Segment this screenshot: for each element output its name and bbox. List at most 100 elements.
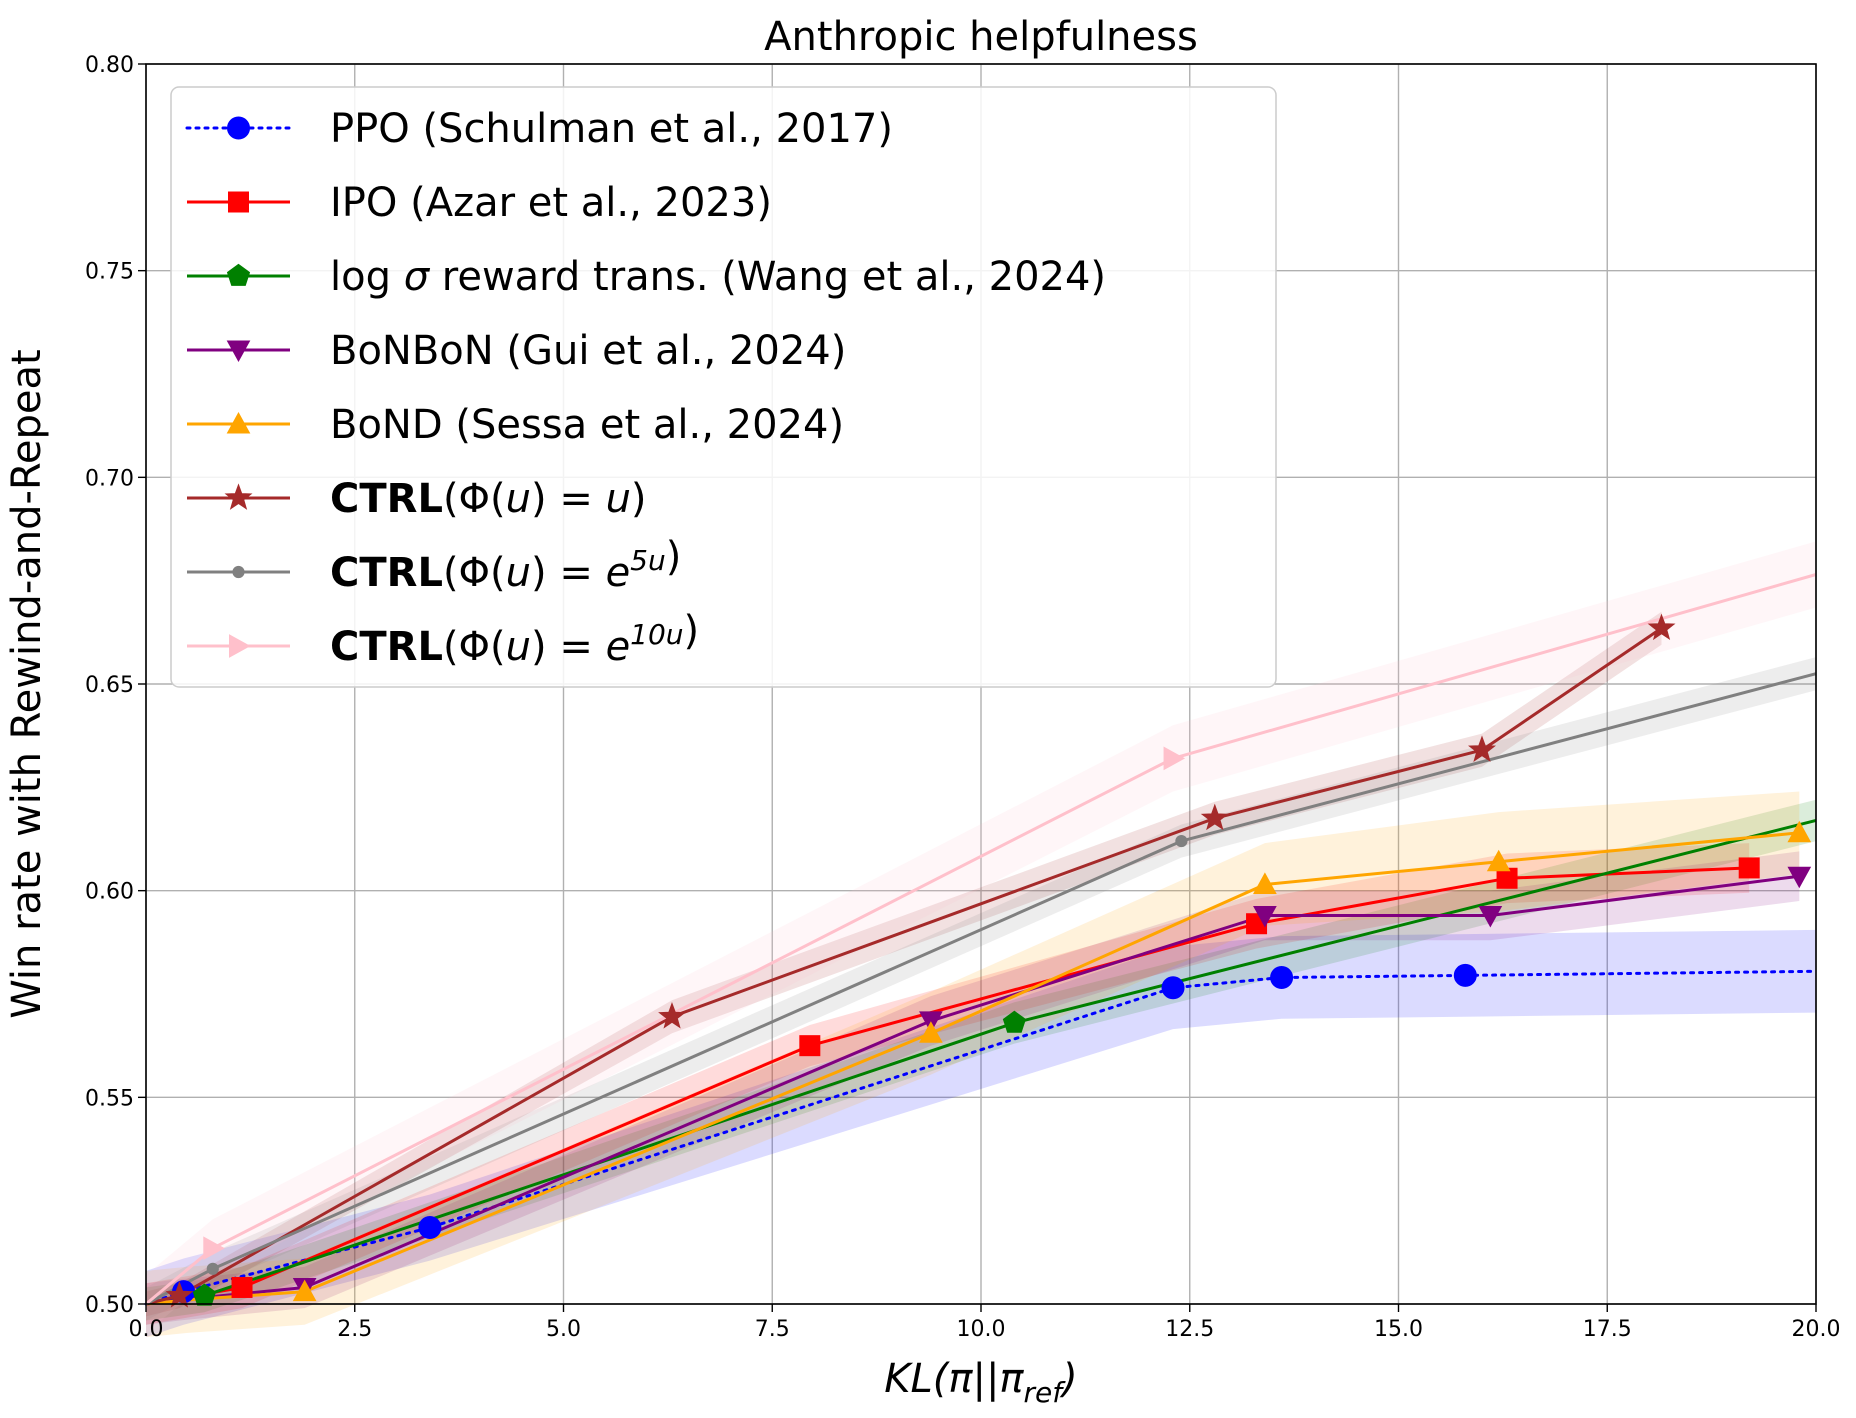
x-tick-label: 20.0 [1792, 1317, 1841, 1342]
point-ppo [418, 1216, 442, 1240]
legend-text-part: reward trans. (Wang et al., 2024) [429, 254, 1106, 300]
legend-label-logsigma: log σ reward trans. (Wang et al., 2024) [330, 254, 1106, 300]
point-logsigma [192, 1283, 217, 1306]
legend-text-part: ) [666, 534, 682, 580]
legend-marker-bond [226, 411, 251, 434]
legend-text-part: BoNBoN (Gui et al., 2024) [330, 328, 846, 374]
legend-marker-ctrl_e10 [229, 634, 251, 658]
x-axis-title-main: KL(π||π [884, 1356, 1024, 1402]
point-ctrl_e10 [1163, 746, 1186, 771]
point-bond [292, 1279, 317, 1302]
point-ctrl_u [658, 1002, 686, 1029]
y-tick-label: 0.55 [85, 1086, 134, 1111]
legend-marker-ctrl_u [224, 483, 253, 510]
x-tick-label: 17.5 [1583, 1317, 1632, 1342]
legend-text-part: ) = [531, 476, 606, 522]
line-ipo [145, 866, 1750, 1306]
point-ctrl_e5 [206, 1262, 219, 1275]
point-ctrl_e5 [1175, 834, 1188, 848]
legend-label-ctrl_u: CTRL(Φ(u) = u) [330, 476, 647, 522]
legend-text-part: CTRL [330, 550, 443, 596]
point-ppo [1453, 963, 1477, 987]
point-ipo [799, 1035, 821, 1057]
point-bond [1253, 872, 1277, 894]
legend-label-ctrl_e10: CTRL(Φ(u) = e10u) [330, 608, 699, 670]
line-ctrl_e10 [145, 573, 1817, 1306]
legend-text-part: ) [631, 476, 647, 522]
legend-marker-logsigma [226, 263, 251, 286]
legend-text-part: (Φ( [443, 550, 506, 596]
legend-text-part: (Φ( [443, 624, 506, 670]
y-tick-label: 0.50 [85, 1293, 134, 1318]
legend-text-part: IPO (Azar et al., 2023) [330, 180, 772, 226]
legend-box [170, 86, 1277, 688]
legend-text-part: log [330, 254, 404, 300]
legend: PPO (Schulman et al., 2017) IPO (Azar et … [170, 86, 1277, 688]
legend-label-bond: BoND (Sessa et al., 2024) [330, 402, 844, 448]
x-axis-title: KL(π||πref) [884, 1356, 1077, 1409]
legend-text-part: σ [404, 254, 431, 300]
y-axis-title: Win rate with Rewind-and-Repeat [4, 349, 50, 1019]
legend-text-part: 5u [630, 544, 666, 577]
point-bonbon [1478, 905, 1503, 928]
band-ipo [146, 843, 1750, 1325]
point-ipo [1496, 867, 1518, 889]
point-bonbon [1253, 905, 1277, 928]
y-tick-label: 0.75 [85, 260, 134, 285]
point-ctrl_u [165, 1281, 194, 1308]
legend-text-part: BoND (Sessa et al., 2024) [330, 402, 844, 448]
x-axis-title-close: ) [1059, 1356, 1078, 1402]
legend-label-ipo: IPO (Azar et al., 2023) [330, 180, 772, 226]
axis-ticks: 0.0 2.5 5.0 7.5 10.0 12.5 15.0 17.5 20.0 0.50 0.55… [85, 53, 1840, 1342]
y-tick-label: 0.65 [85, 673, 134, 698]
x-axis-title-sub: ref [1024, 1376, 1067, 1409]
legend-text-part: u [606, 476, 631, 522]
legend-text-part: CTRL [330, 476, 443, 522]
band-ctrl_e5 [146, 657, 1816, 1321]
point-ctrl_u [1647, 613, 1676, 641]
legend-text-part: u [506, 476, 531, 522]
legend-label-bonbon: BoNBoN (Gui et al., 2024) [330, 328, 846, 374]
x-tick-label: 7.5 [755, 1317, 790, 1342]
x-tick-label: 10.0 [957, 1317, 1006, 1342]
legend-label-ctrl_e5: CTRL(Φ(u) = e5u) [330, 534, 681, 596]
legend-text-part: e [606, 624, 631, 670]
band-ctrl_u [146, 611, 1662, 1317]
point-ppo [1270, 965, 1294, 989]
legend-label-ppo: PPO (Schulman et al., 2017) [330, 106, 893, 152]
x-tick-label: 5.0 [546, 1317, 581, 1342]
series-markers [165, 613, 1812, 1308]
chart-title: Anthropic helpfulness [764, 14, 1198, 60]
x-tick-label: 0.0 [129, 1317, 164, 1342]
point-bond [1486, 849, 1511, 872]
band-ctrl_e10 [146, 541, 1816, 1333]
point-ipo [1738, 857, 1760, 879]
y-tick-label: 0.60 [85, 880, 134, 905]
x-tick-label: 12.5 [1165, 1317, 1214, 1342]
y-tick-label: 0.80 [85, 53, 134, 78]
band-bond [146, 791, 1800, 1338]
legend-marker-ipo [228, 191, 249, 213]
legend-text-part: u [506, 624, 531, 670]
point-ppo [1161, 976, 1185, 1000]
point-bond [919, 1021, 943, 1043]
legend-marker-ctrl_e5 [232, 565, 245, 579]
legend-text-part: PPO (Schulman et al., 2017) [330, 106, 893, 152]
point-logsigma [1002, 1010, 1026, 1033]
legend-marker-ppo [227, 116, 250, 140]
y-tick-label: 0.70 [85, 466, 134, 491]
legend-text-part: CTRL [330, 624, 443, 670]
legend-text-part: u [506, 550, 531, 596]
legend-marker-bonbon [226, 340, 251, 363]
band-logsigma [146, 799, 1816, 1321]
point-ipo [231, 1276, 253, 1298]
legend-text-part: ) = [531, 624, 606, 670]
point-bonbon [1787, 866, 1812, 889]
legend-text-part: 10u [630, 618, 683, 651]
legend-text-part: (Φ( [443, 476, 506, 522]
x-tick-label: 15.0 [1374, 1317, 1423, 1342]
legend-text-part: ) = [531, 550, 606, 596]
point-ctrl_u [1468, 735, 1496, 762]
legend-text-part: e [606, 550, 631, 596]
